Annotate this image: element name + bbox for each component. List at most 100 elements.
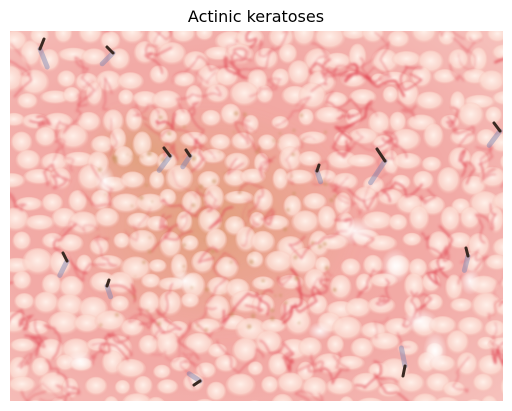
skin-globule: [483, 319, 503, 338]
pigment-dot: [297, 321, 301, 325]
skin-globule: [119, 31, 146, 45]
red-vessel: [334, 100, 374, 141]
skin-globule: [478, 70, 503, 93]
red-vessel: [28, 319, 48, 348]
pigment-dot: [322, 178, 326, 182]
skin-globule: [500, 378, 503, 397]
pigment-dot: [115, 156, 118, 159]
red-vessel: [380, 181, 423, 203]
red-vessel: [10, 60, 32, 98]
skin-globule: [90, 135, 114, 155]
red-vessel: [498, 301, 503, 307]
pigment-dot: [113, 158, 118, 164]
pigment-dot: [324, 130, 327, 134]
red-vessel: [137, 308, 166, 334]
red-vessel: [336, 113, 355, 120]
skin-globule: [492, 191, 503, 212]
skin-globule: [197, 207, 223, 235]
skin-globule: [288, 247, 319, 276]
red-vessel: [294, 390, 324, 401]
red-vessel: [227, 157, 245, 175]
skin-globule: [157, 290, 183, 317]
skin-globule: [298, 108, 315, 127]
pigment-dot: [261, 279, 265, 283]
pigment-dot: [203, 191, 206, 194]
skin-globule: [492, 237, 503, 259]
hair-shadow: [57, 258, 70, 278]
skin-globule: [301, 376, 328, 400]
pigment-dot: [317, 244, 322, 249]
red-vessel: [233, 31, 289, 76]
red-vessel: [60, 141, 75, 172]
skin-globule: [389, 128, 422, 152]
red-vessel: [144, 41, 159, 56]
skin-globule: [180, 292, 200, 309]
skin-globule: [428, 258, 455, 274]
red-vessel: [179, 361, 196, 390]
skin-globule: [15, 149, 41, 172]
pigment-dot: [250, 251, 253, 254]
skin-globule: [408, 205, 430, 233]
skin-globule: [388, 214, 408, 232]
pigment-dot: [212, 179, 217, 184]
red-vessel: [159, 318, 183, 334]
skin-globule: [152, 364, 171, 380]
skin-globule: [481, 395, 498, 401]
skin-globule: [84, 376, 108, 397]
skin-globule: [242, 114, 260, 135]
skin-globule: [466, 398, 482, 401]
skin-globule: [231, 337, 259, 365]
skin-globule: [116, 72, 145, 92]
skin-globule: [432, 69, 458, 85]
skin-globule: [148, 259, 167, 274]
red-vessel: [155, 283, 174, 325]
red-vessel: [220, 292, 271, 325]
red-vessel: [10, 309, 35, 331]
skin-globule: [391, 174, 411, 191]
skin-globule: [158, 188, 177, 208]
skin-globule: [478, 166, 503, 189]
skin-globule: [12, 231, 32, 252]
skin-globule: [61, 377, 79, 401]
red-vessel: [144, 46, 173, 75]
skin-globule: [486, 31, 503, 43]
skin-globule: [145, 215, 169, 233]
skin-globule: [246, 251, 264, 269]
red-vessel: [163, 142, 179, 161]
skin-globule: [292, 31, 316, 48]
red-vessel: [460, 161, 476, 185]
skin-globule: [39, 90, 71, 105]
pigment-dot: [299, 113, 304, 117]
red-vessel: [359, 41, 390, 85]
pigment-dot: [291, 153, 295, 157]
pigment-dot: [204, 328, 208, 332]
red-vessel: [331, 176, 357, 220]
skin-globule: [19, 40, 42, 68]
skin-globule: [30, 399, 41, 401]
red-vessel: [74, 56, 96, 107]
skin-globule: [34, 126, 57, 148]
hair-shadow: [314, 168, 324, 185]
skin-globule: [472, 373, 494, 393]
red-vessel: [20, 390, 47, 401]
red-vessel: [259, 339, 294, 359]
pigment-dot: [204, 287, 210, 292]
red-vessel: [99, 334, 129, 361]
skin-globule: [127, 229, 157, 254]
skin-globule: [94, 207, 120, 229]
light-reflection: [333, 217, 377, 245]
skin-globule: [249, 400, 260, 401]
red-vessel: [175, 200, 192, 235]
hair-shadow: [180, 153, 193, 170]
skin-globule: [346, 154, 377, 169]
skin-globule: [67, 190, 88, 214]
pigment-dot: [191, 203, 196, 208]
pigment-dot: [160, 157, 166, 163]
red-vessel: [53, 220, 99, 239]
pigment-dot: [182, 243, 186, 247]
red-vessel: [295, 278, 331, 298]
red-vessel: [206, 251, 239, 304]
red-vessel: [234, 121, 273, 163]
skin-globule: [24, 214, 55, 232]
red-vessel: [26, 382, 76, 401]
